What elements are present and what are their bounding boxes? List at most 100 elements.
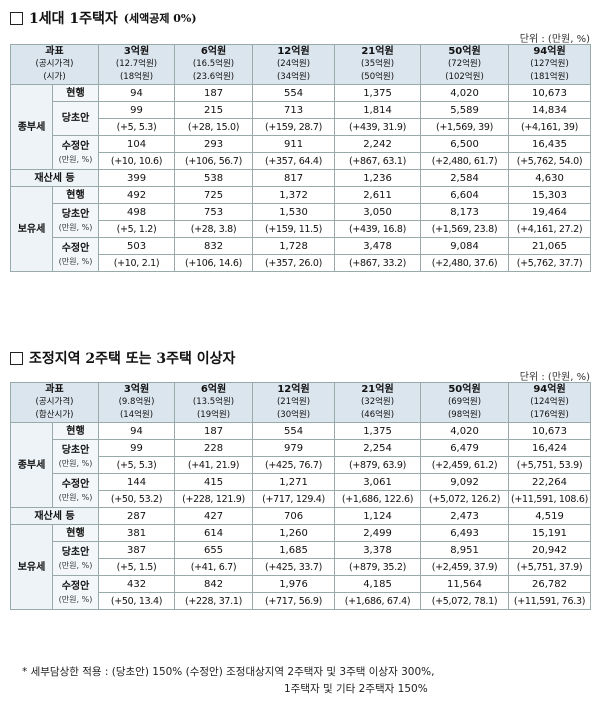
header-category-line: (공시가격): [35, 59, 74, 69]
header-column-cell: 3억원 (9.8억원) (14억원): [98, 382, 176, 423]
group-label: 종부세: [10, 422, 53, 508]
header-bracket: 94억원: [533, 46, 566, 57]
diff-cell: (+2,459, 61.2): [420, 456, 510, 474]
value-cell: 725: [174, 186, 254, 204]
section1-title-text: 1세대 1주택자: [29, 11, 118, 27]
header-column-cell: 50억원 (69억원) (98억원): [420, 382, 510, 423]
value-cell: 3,050: [334, 203, 422, 221]
diff-cell: (+4,161, 39): [508, 118, 592, 136]
group-label: 보유세: [10, 524, 53, 610]
value-cell: 22,264: [508, 473, 592, 491]
table-row: 수정안 (만원, %) 432 842 1,976 4,185 11,564 26,782: [11, 575, 592, 610]
table-row-diff: (+10, 10.6) (+106, 56.7) (+357, 64.4) (+867…: [11, 152, 592, 170]
row-label: 현행: [51, 524, 100, 542]
value-cell: 16,424: [508, 439, 592, 457]
value-cell: 655: [174, 541, 254, 559]
header-bracket: 6억원: [200, 384, 227, 395]
table-row: 당초안 99 215 713 1,814 5,589 14,834: [11, 101, 592, 136]
value-cell: 1,728: [252, 237, 336, 255]
header-category-cell: 과표 (공시가격) (합산시가): [9, 382, 100, 423]
value-cell: 187: [174, 422, 254, 440]
diff-cell: (+41, 21.9): [174, 456, 254, 474]
row-label-unit: (만원, %): [58, 256, 93, 266]
row-label-text: 현행: [66, 189, 85, 201]
value-cell: 5,589: [420, 101, 510, 119]
row-label: 현행: [51, 186, 100, 204]
diff-cell: (+879, 63.9): [334, 456, 422, 474]
value-cell: 554: [252, 422, 336, 440]
diff-cell: (+159, 28.7): [252, 118, 336, 136]
value-cell: 911: [252, 135, 336, 153]
value-cell: 16,435: [508, 135, 592, 153]
row-label: 당초안 (만원, %): [51, 439, 100, 474]
row-label-text: 당초안: [61, 546, 90, 558]
table-row: 당초안 (만원, %) 387 655 1,685 3,378 8,951 20,942: [11, 541, 592, 576]
diff-cell: (+357, 64.4): [252, 152, 336, 170]
value-cell: 8,173: [420, 203, 510, 221]
header-subvalue: (72억원): [447, 59, 482, 69]
header-column-cell: 12억원 (21억원) (30억원): [252, 382, 336, 423]
value-cell: 1,260: [252, 524, 336, 542]
value-cell: 6,604: [420, 186, 510, 204]
diff-cell: (+41, 6.7): [174, 558, 254, 576]
value-cell: 387: [98, 541, 176, 559]
section1-subtitle: (세액공제 0%): [123, 12, 197, 25]
table-row-diff: (+10, 2.1) (+106, 14.6) (+357, 26.0) (+867,…: [11, 254, 592, 272]
row-label: 현행: [51, 422, 100, 440]
header-subvalue: (19억원): [196, 410, 231, 420]
row-label: 당초안 (만원, %): [51, 203, 100, 238]
diff-cell: (+5,762, 54.0): [508, 152, 592, 170]
row-label: 수정안 (만원, %): [51, 135, 100, 170]
value-cell: 538: [174, 169, 254, 187]
row-label-text: 수정안: [61, 580, 90, 592]
header-subvalue: (102억원): [445, 72, 484, 82]
value-cell: 2,584: [420, 169, 510, 187]
value-cell: 10,673: [508, 422, 592, 440]
value-cell: 554: [252, 84, 336, 102]
section2-title-text: 조정지역 2주택 또는 3주택 이상자: [29, 351, 236, 367]
header-subvalue: (12.7억원): [115, 59, 158, 69]
diff-cell: (+159, 11.5): [252, 220, 336, 238]
diff-cell: (+11,591, 76.3): [508, 592, 592, 610]
diff-cell: (+425, 33.7): [252, 558, 336, 576]
header-column-cell: 50억원 (72억원) (102억원): [420, 44, 510, 85]
row-label: 수정안 (만원, %): [51, 237, 100, 272]
row-label-text: 당초안: [61, 113, 90, 124]
section2-table: 과표 (공시가격) (합산시가) 3억원 (9.8억원) (14억원) 6억원 (13.5억원…: [9, 382, 592, 610]
value-cell: 19,464: [508, 203, 592, 221]
diff-cell: (+228, 37.1): [174, 592, 254, 610]
header-subvalue: (16.5억원): [192, 59, 235, 69]
table-row: 수정안 (만원, %) 503 832 1,728 3,478 9,084 21,065: [11, 237, 592, 272]
value-cell: 4,020: [420, 84, 510, 102]
value-cell: 432: [98, 575, 176, 593]
row-property-tax: 재산세 등 287 427 706 1,124 2,473 4,519: [9, 507, 592, 525]
row-label-text: 수정안: [61, 242, 90, 254]
group-label: 종부세: [10, 84, 53, 170]
section2-title: 조정지역 2주택 또는 3주택 이상자: [10, 348, 235, 368]
value-cell: 2,254: [334, 439, 422, 457]
value-cell: 6,493: [420, 524, 510, 542]
footnote: * 세부담상한 적용 : (당초안) 150% (수정안) 조정대상지역 2주택…: [22, 664, 434, 698]
diff-cell: (+10, 2.1): [98, 254, 176, 272]
diff-cell: (+228, 121.9): [174, 490, 254, 508]
header-subvalue: (176억원): [530, 410, 569, 420]
value-cell: 498: [98, 203, 176, 221]
header-column-cell: 94억원 (127억원) (181억원): [508, 44, 592, 85]
header-category-line: 과표: [45, 384, 64, 395]
header-bracket: 21억원: [361, 46, 394, 57]
section1-title: 1세대 1주택자 (세액공제 0%): [10, 8, 197, 28]
value-cell: 215: [174, 101, 254, 119]
diff-cell: (+28, 3.8): [174, 220, 254, 238]
diff-cell: (+2,480, 61.7): [420, 152, 510, 170]
table-row: 종부세 현행 94 187 554 1,375 4,020 10,673: [10, 84, 592, 170]
header-subvalue: (181억원): [530, 72, 569, 82]
value-cell: 492: [98, 186, 176, 204]
row-label-text: 현행: [66, 527, 85, 539]
section1-unit: 단위 : (만원, %): [519, 34, 590, 45]
header-subvalue: (35억원): [360, 59, 395, 69]
table-row-diff: (+5, 5.3) (+41, 21.9) (+425, 76.7) (+879, 6…: [11, 456, 592, 474]
value-cell: 4,630: [508, 169, 592, 187]
table-row-diff: (+50, 13.4) (+228, 37.1) (+717, 56.9) (+1,6…: [11, 592, 592, 610]
header-column-cell: 21억원 (32억원) (46억원): [334, 382, 422, 423]
value-cell: 20,942: [508, 541, 592, 559]
